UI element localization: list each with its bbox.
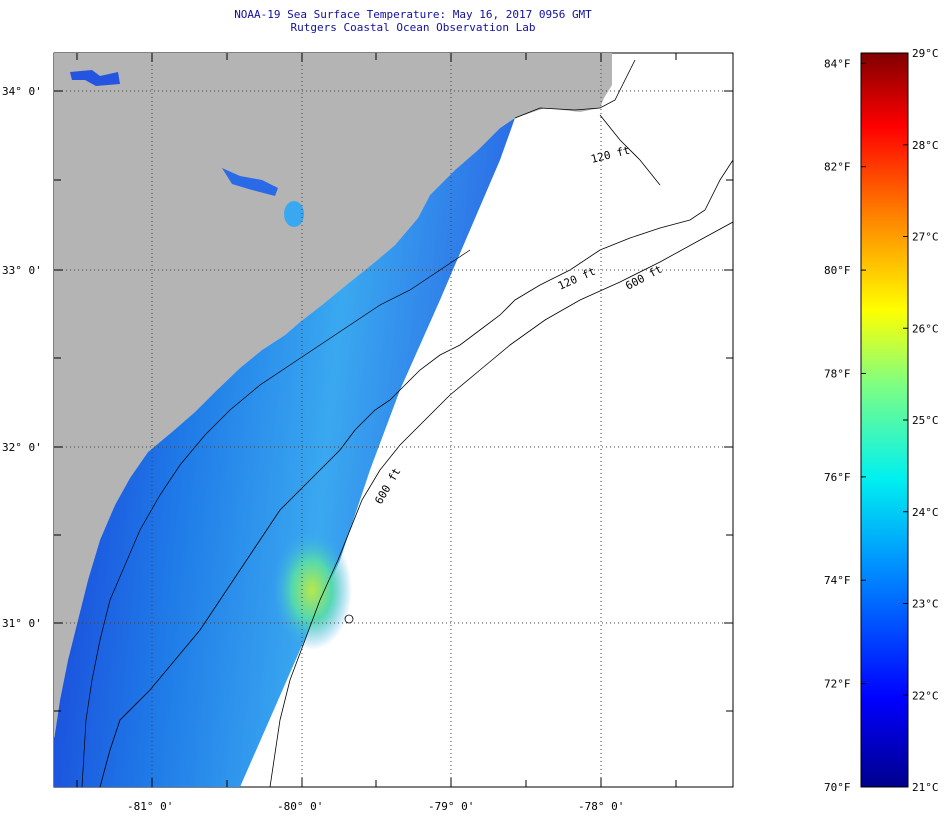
isobath-600ft bbox=[269, 221, 733, 787]
isobath-inner bbox=[81, 249, 471, 787]
lat-label: 33° 0' bbox=[2, 264, 42, 277]
inland-water bbox=[70, 70, 120, 86]
lat-label: 32° 0' bbox=[2, 441, 42, 454]
warm-anomaly bbox=[272, 530, 352, 650]
tick-marks bbox=[54, 53, 733, 787]
sst-swath bbox=[54, 118, 515, 787]
isobath-120ft bbox=[99, 159, 733, 787]
lon-label: -79° 0' bbox=[428, 800, 474, 813]
title-line-2: Rutgers Coastal Ocean Observation Lab bbox=[290, 21, 536, 34]
title-line-1: NOAA-19 Sea Surface Temperature: May 16,… bbox=[234, 8, 592, 21]
shoal-contour bbox=[344, 614, 354, 624]
inland-water bbox=[284, 201, 304, 227]
lat-label: 34° 0' bbox=[2, 85, 42, 98]
lon-label: -80° 0' bbox=[277, 800, 323, 813]
lon-label: -81° 0' bbox=[127, 800, 173, 813]
inland-water bbox=[222, 168, 278, 196]
coastline bbox=[514, 59, 661, 186]
lon-label: -78° 0' bbox=[578, 800, 624, 813]
land-area bbox=[54, 53, 612, 740]
lat-label: 31° 0' bbox=[2, 617, 42, 630]
